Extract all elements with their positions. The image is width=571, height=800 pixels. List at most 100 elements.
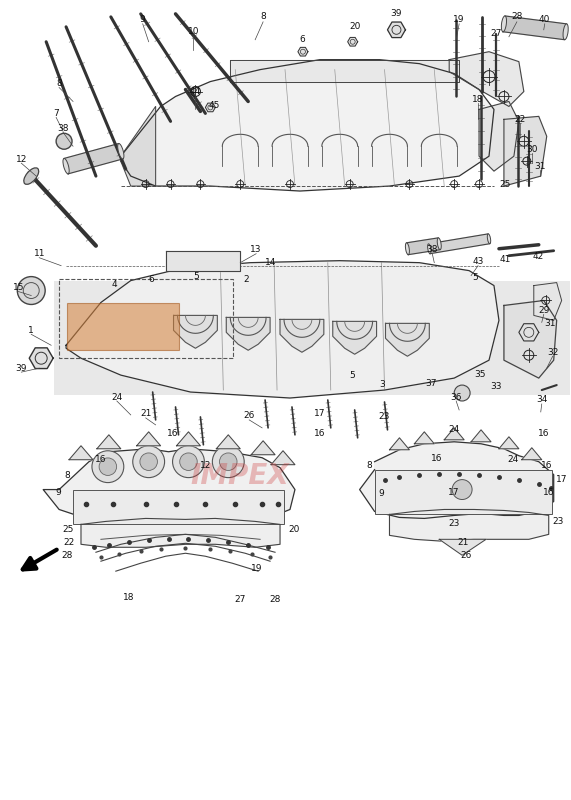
Circle shape (17, 277, 45, 305)
Polygon shape (522, 448, 542, 460)
Polygon shape (407, 238, 440, 254)
Bar (67, 303, 179, 350)
Polygon shape (385, 323, 429, 356)
Text: 24: 24 (111, 393, 122, 402)
Text: 26: 26 (460, 550, 472, 560)
Text: 16: 16 (314, 430, 325, 438)
Circle shape (92, 450, 124, 482)
Text: 5: 5 (194, 272, 199, 281)
Text: 8: 8 (56, 79, 62, 88)
Text: 20: 20 (288, 525, 300, 534)
Text: 39: 39 (15, 364, 27, 373)
Text: 18: 18 (123, 593, 135, 602)
Text: 32: 32 (547, 348, 558, 357)
Text: 17: 17 (556, 475, 568, 484)
Polygon shape (298, 47, 308, 56)
Text: 9: 9 (140, 15, 146, 24)
Polygon shape (479, 102, 519, 171)
Text: 19: 19 (251, 564, 263, 573)
Bar (59, 278, 234, 358)
Text: 9: 9 (379, 489, 384, 498)
Text: 11: 11 (34, 250, 45, 258)
Text: 12: 12 (200, 461, 211, 470)
Circle shape (219, 453, 237, 470)
Polygon shape (333, 322, 376, 354)
Text: 28: 28 (270, 594, 281, 603)
Text: 19: 19 (453, 15, 465, 24)
Ellipse shape (487, 234, 490, 244)
Text: 24: 24 (449, 426, 460, 434)
Text: 24: 24 (507, 455, 518, 464)
Text: 31: 31 (544, 319, 556, 328)
Text: 20: 20 (349, 22, 360, 31)
Ellipse shape (63, 158, 69, 174)
Text: 5: 5 (472, 273, 478, 282)
Text: 38: 38 (57, 124, 69, 133)
Polygon shape (444, 428, 464, 440)
Text: 31: 31 (534, 162, 545, 170)
Polygon shape (166, 250, 240, 270)
Polygon shape (388, 22, 405, 38)
Text: 23: 23 (448, 519, 460, 528)
Polygon shape (216, 435, 240, 449)
Text: 6: 6 (149, 275, 155, 284)
Text: 17: 17 (448, 488, 460, 497)
Polygon shape (81, 518, 280, 547)
Text: 1: 1 (29, 326, 34, 335)
Polygon shape (97, 435, 121, 449)
Ellipse shape (563, 24, 568, 40)
Polygon shape (519, 324, 539, 341)
Ellipse shape (118, 143, 124, 159)
Polygon shape (534, 282, 562, 320)
Polygon shape (174, 315, 218, 348)
Text: 35: 35 (475, 370, 486, 378)
Polygon shape (504, 116, 546, 186)
Text: 28: 28 (511, 12, 522, 22)
Polygon shape (504, 301, 557, 378)
Text: 25: 25 (62, 525, 74, 534)
Text: 38: 38 (427, 246, 438, 254)
Polygon shape (389, 510, 549, 542)
Ellipse shape (437, 238, 441, 250)
Polygon shape (251, 441, 275, 454)
Polygon shape (471, 430, 491, 442)
Text: 34: 34 (536, 395, 548, 405)
Text: 5: 5 (349, 370, 355, 380)
Text: 26: 26 (243, 411, 255, 421)
Text: 33: 33 (490, 382, 502, 390)
Polygon shape (66, 261, 499, 398)
Ellipse shape (24, 168, 39, 184)
Text: 41: 41 (499, 255, 510, 264)
Text: 44: 44 (190, 87, 201, 96)
Text: 6: 6 (299, 35, 305, 44)
Polygon shape (389, 438, 409, 450)
Polygon shape (206, 103, 215, 112)
Text: 23: 23 (379, 413, 390, 422)
Text: 27: 27 (235, 594, 246, 603)
Text: 43: 43 (472, 257, 484, 266)
Ellipse shape (428, 244, 431, 254)
Text: 3: 3 (380, 379, 385, 389)
Text: 13: 13 (251, 246, 262, 254)
Text: 21: 21 (140, 410, 151, 418)
Bar (54, 281, 570, 395)
Polygon shape (428, 234, 490, 254)
Polygon shape (499, 437, 519, 449)
Text: 17: 17 (314, 410, 325, 418)
Text: 29: 29 (538, 306, 549, 315)
Text: 8: 8 (260, 12, 266, 22)
Polygon shape (449, 52, 524, 106)
Polygon shape (271, 450, 295, 465)
Circle shape (452, 480, 472, 499)
Polygon shape (136, 432, 160, 446)
Text: 10: 10 (188, 27, 199, 36)
Text: 2: 2 (243, 275, 249, 284)
Polygon shape (176, 432, 200, 446)
Text: 16: 16 (95, 455, 107, 464)
Circle shape (212, 446, 244, 478)
Polygon shape (64, 143, 123, 174)
Polygon shape (415, 432, 435, 444)
Polygon shape (439, 539, 486, 555)
Circle shape (454, 385, 470, 401)
Circle shape (444, 472, 480, 507)
